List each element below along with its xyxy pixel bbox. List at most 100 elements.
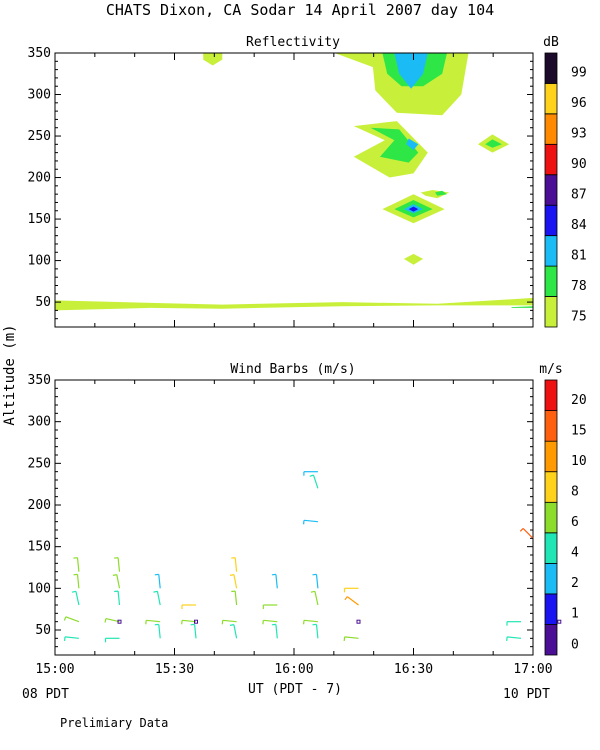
reflectivity-region-18 bbox=[511, 306, 533, 308]
wind-barb-8 bbox=[114, 590, 121, 606]
colorbar-label: 15 bbox=[571, 423, 587, 438]
wind-barb-26 bbox=[271, 623, 278, 639]
wind-panel: Wind Barbs (m/s) m/s 5010015020025030035… bbox=[28, 362, 587, 677]
wind-barb-29 bbox=[303, 519, 318, 525]
y-tick-label: 250 bbox=[28, 129, 51, 144]
left-time-note: 08 PDT bbox=[22, 687, 69, 702]
reflectivity-region-12 bbox=[435, 190, 447, 196]
wind-barb-24 bbox=[262, 604, 278, 609]
reflectivity-panel: Reflectivity dB 50 100 150 200 250 300 350 75 7… bbox=[28, 35, 587, 328]
wind-barb-2 bbox=[73, 573, 80, 589]
x-axis-label: UT (PDT - 7) bbox=[248, 682, 342, 697]
wind-barb-30 bbox=[312, 573, 319, 589]
reflectivity-colorbar-unit: dB bbox=[543, 35, 559, 50]
reflectivity-region-8 bbox=[406, 138, 419, 151]
wind-title: Wind Barbs (m/s) bbox=[230, 362, 355, 377]
reflectivity-region-10 bbox=[485, 139, 502, 148]
reflectivity-region-5 bbox=[394, 53, 428, 89]
calm-marker-3 bbox=[356, 619, 361, 624]
y-tick-label: 200 bbox=[28, 498, 51, 513]
colorbar-label: 87 bbox=[571, 188, 587, 203]
wind-barbs bbox=[63, 471, 562, 643]
wind-barb-37 bbox=[519, 527, 534, 539]
wind-barb-4 bbox=[63, 616, 80, 623]
wind-barb-12 bbox=[153, 590, 161, 606]
colorbar-label: 2 bbox=[571, 576, 579, 591]
wind-barb-23 bbox=[271, 573, 278, 589]
x-tick-label: 16:30 bbox=[394, 662, 433, 677]
colorbar-swatch-9 bbox=[544, 379, 558, 412]
colorbar-swatch-4 bbox=[544, 532, 558, 564]
colorbar-swatch-9 bbox=[544, 52, 558, 84]
colorbar-swatch-7 bbox=[544, 113, 558, 145]
wind-barb-14 bbox=[154, 623, 161, 639]
colorbar-label: 20 bbox=[571, 393, 587, 408]
x-tick-label: 15:30 bbox=[155, 662, 194, 677]
y-tick-label: 200 bbox=[28, 171, 51, 186]
y-tick-label: 150 bbox=[28, 212, 51, 227]
wind-barb-31 bbox=[310, 590, 319, 606]
wind-barb-19 bbox=[229, 574, 238, 589]
footer-note: Prelimiary Data bbox=[60, 716, 168, 730]
colorbar-label: 75 bbox=[571, 309, 587, 324]
reflectivity-region-7 bbox=[370, 127, 419, 163]
y-tick-label: 350 bbox=[28, 373, 51, 388]
colorbar-swatch-7 bbox=[544, 440, 558, 473]
colorbar-label: 99 bbox=[571, 66, 587, 81]
wind-barb-5 bbox=[64, 636, 79, 641]
y-tick-label: 50 bbox=[35, 295, 51, 310]
right-time-note: 10 PDT bbox=[503, 687, 550, 702]
wind-ticks: 50 100 150 200 250 300 350 15:00 15:30 16:00 16:30… bbox=[28, 373, 553, 677]
colorbar-swatch-6 bbox=[544, 471, 558, 503]
calm-marker-4 bbox=[557, 619, 562, 624]
wind-barb-13 bbox=[145, 619, 161, 625]
reflectivity-title: Reflectivity bbox=[246, 35, 340, 50]
reflectivity-region-1 bbox=[55, 297, 533, 311]
colorbar-swatch-1 bbox=[544, 624, 558, 656]
wind-barb-21 bbox=[221, 619, 237, 625]
colorbar-label: 90 bbox=[571, 157, 587, 172]
colorbar-label: 93 bbox=[571, 127, 587, 142]
wind-barb-33 bbox=[312, 623, 319, 639]
y-tick-label: 350 bbox=[28, 46, 51, 61]
wind-barb-35 bbox=[344, 596, 359, 606]
wind-plot-frame bbox=[54, 379, 534, 656]
wind-barb-39 bbox=[506, 636, 522, 641]
colorbar-swatch-8 bbox=[544, 410, 558, 442]
colorbar-label: 81 bbox=[571, 248, 587, 263]
colorbar-label: 96 bbox=[571, 96, 587, 111]
wind-barb-6 bbox=[114, 557, 121, 572]
colorbar-label: 78 bbox=[571, 279, 587, 294]
colorbar-label: 8 bbox=[571, 485, 579, 500]
wind-barb-15 bbox=[181, 604, 196, 609]
colorbar-swatch-5 bbox=[544, 501, 558, 534]
colorbar-swatch-3 bbox=[544, 235, 558, 267]
y-tick-label: 250 bbox=[28, 456, 51, 471]
wind-barb-1 bbox=[73, 557, 80, 572]
wind-barb-3 bbox=[71, 590, 80, 606]
colorbar-swatch-3 bbox=[544, 562, 558, 595]
wind-barb-16 bbox=[181, 619, 197, 625]
wind-barb-28 bbox=[309, 474, 319, 489]
wind-barb-9 bbox=[104, 618, 120, 623]
y-tick-label: 300 bbox=[28, 88, 51, 103]
colorbar-label: 4 bbox=[571, 546, 579, 561]
reflectivity-ticks: 50 100 150 200 250 300 350 bbox=[28, 46, 534, 328]
calm-marker-2 bbox=[194, 619, 198, 624]
colorbar-swatch-2 bbox=[544, 265, 558, 297]
x-tick-label: 15:00 bbox=[35, 662, 74, 677]
colorbar-label: 1 bbox=[571, 607, 579, 622]
y-tick-label: 100 bbox=[28, 254, 51, 269]
y-axis-label: Altitude (m) bbox=[2, 324, 18, 425]
wind-barb-18 bbox=[231, 557, 238, 572]
colorbar-label: 0 bbox=[571, 637, 579, 652]
wind-barb-27 bbox=[303, 471, 318, 476]
colorbar-swatch-2 bbox=[544, 593, 558, 625]
x-tick-label: 17:00 bbox=[513, 662, 552, 677]
reflectivity-regions bbox=[55, 53, 533, 311]
wind-barb-17 bbox=[190, 623, 197, 639]
figure-title: CHATS Dixon, CA Sodar 14 April 2007 day … bbox=[106, 1, 494, 19]
wind-colorbar: 0 1 2 4 6 8 10 15 20 bbox=[544, 379, 587, 656]
colorbar-swatch-5 bbox=[544, 174, 558, 206]
